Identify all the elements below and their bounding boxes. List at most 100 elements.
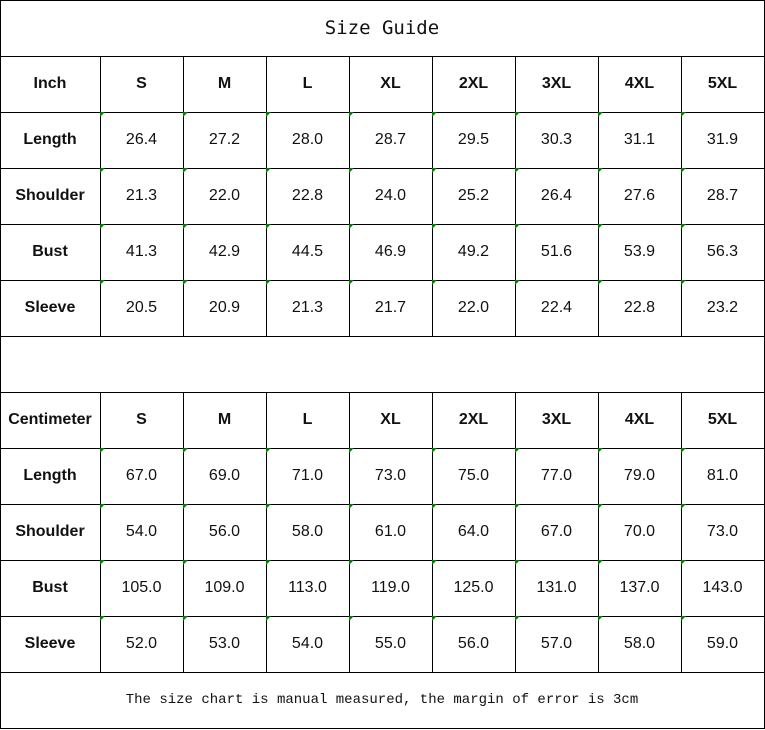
size-header: 4XL bbox=[598, 392, 682, 449]
cell-corner-marker bbox=[432, 168, 437, 173]
measurement-value-text: 75.0 bbox=[457, 467, 490, 484]
measurement-value-text: 44.5 bbox=[291, 243, 324, 260]
measurement-value: 20.9 bbox=[183, 280, 267, 337]
measurement-value: 21.3 bbox=[100, 168, 184, 225]
measurement-value-text: 28.7 bbox=[374, 131, 407, 148]
cell-corner-marker bbox=[515, 448, 520, 453]
measurement-value-text: 61.0 bbox=[374, 523, 407, 540]
measurement-value-text: 53.0 bbox=[208, 635, 241, 652]
size-header: S bbox=[100, 56, 184, 113]
size-header: L bbox=[266, 56, 350, 113]
page-title-text: Size Guide bbox=[324, 17, 440, 39]
measurement-value: 41.3 bbox=[100, 224, 184, 281]
size-header-text: 2XL bbox=[458, 411, 489, 428]
measurement-value: 131.0 bbox=[515, 560, 599, 617]
cell-corner-marker bbox=[100, 448, 105, 453]
measurement-value-text: 21.3 bbox=[125, 187, 158, 204]
unit-header-text: Inch bbox=[33, 75, 67, 92]
measurement-label-text: Shoulder bbox=[15, 523, 85, 540]
size-header-text: 5XL bbox=[707, 411, 738, 428]
size-header-text: XL bbox=[380, 75, 401, 92]
measurement-value: 143.0 bbox=[681, 560, 765, 617]
measurement-value: 22.4 bbox=[515, 280, 599, 337]
cell-corner-marker bbox=[349, 112, 354, 117]
measurement-value: 81.0 bbox=[681, 448, 765, 505]
cell-corner-marker bbox=[598, 560, 603, 565]
cell-corner-marker bbox=[266, 224, 271, 229]
cell-corner-marker bbox=[349, 448, 354, 453]
measurement-value-text: 54.0 bbox=[125, 523, 158, 540]
measurement-value: 44.5 bbox=[266, 224, 350, 281]
measurement-value-text: 137.0 bbox=[619, 579, 660, 596]
cell-corner-marker bbox=[515, 224, 520, 229]
measurement-value: 27.2 bbox=[183, 112, 267, 169]
cell-corner-marker bbox=[100, 168, 105, 173]
cell-corner-marker bbox=[183, 168, 188, 173]
measurement-value: 23.2 bbox=[681, 280, 765, 337]
cell-corner-marker bbox=[183, 112, 188, 117]
measurement-value-text: 69.0 bbox=[208, 467, 241, 484]
measurement-value-text: 81.0 bbox=[706, 467, 739, 484]
measurement-label-text: Sleeve bbox=[24, 635, 76, 652]
cell-corner-marker bbox=[598, 112, 603, 117]
measurement-value: 54.0 bbox=[100, 504, 184, 561]
measurement-value: 59.0 bbox=[681, 616, 765, 673]
measurement-value-text: 27.6 bbox=[623, 187, 656, 204]
size-header-text: S bbox=[136, 411, 147, 428]
measurement-label: Sleeve bbox=[0, 280, 101, 337]
measurement-value-text: 22.8 bbox=[623, 299, 656, 316]
measurement-value: 56.3 bbox=[681, 224, 765, 281]
measurement-value-text: 55.0 bbox=[374, 635, 407, 652]
size-header-text: XL bbox=[380, 411, 401, 428]
measurement-label-text: Length bbox=[23, 467, 77, 484]
measurement-value: 27.6 bbox=[598, 168, 682, 225]
size-header: 3XL bbox=[515, 392, 599, 449]
cell-corner-marker bbox=[515, 616, 520, 621]
measurement-value: 21.3 bbox=[266, 280, 350, 337]
measurement-value-text: 54.0 bbox=[291, 635, 324, 652]
cell-corner-marker bbox=[432, 280, 437, 285]
size-header: XL bbox=[349, 392, 433, 449]
measurement-value-text: 49.2 bbox=[457, 243, 490, 260]
measurement-value-text: 46.9 bbox=[374, 243, 407, 260]
cell-corner-marker bbox=[598, 504, 603, 509]
size-header: 4XL bbox=[598, 56, 682, 113]
measurement-value: 79.0 bbox=[598, 448, 682, 505]
cell-corner-marker bbox=[681, 616, 686, 621]
cell-corner-marker bbox=[432, 616, 437, 621]
cell-corner-marker bbox=[432, 504, 437, 509]
measurement-value: 20.5 bbox=[100, 280, 184, 337]
size-header: 3XL bbox=[515, 56, 599, 113]
measurement-value-text: 31.9 bbox=[706, 131, 739, 148]
measurement-label-text: Sleeve bbox=[24, 299, 76, 316]
measurement-value: 31.9 bbox=[681, 112, 765, 169]
measurement-value-text: 58.0 bbox=[291, 523, 324, 540]
measurement-value-text: 125.0 bbox=[453, 579, 494, 596]
measurement-value-text: 52.0 bbox=[125, 635, 158, 652]
measurement-value-text: 20.5 bbox=[125, 299, 158, 316]
measurement-value-text: 56.0 bbox=[457, 635, 490, 652]
measurement-value: 31.1 bbox=[598, 112, 682, 169]
cell-corner-marker bbox=[681, 448, 686, 453]
measurement-value-text: 26.4 bbox=[125, 131, 158, 148]
size-header: M bbox=[183, 392, 267, 449]
measurement-value-text: 28.0 bbox=[291, 131, 324, 148]
measurement-value: 26.4 bbox=[515, 168, 599, 225]
measurement-value-text: 21.7 bbox=[374, 299, 407, 316]
measurement-value-text: 25.2 bbox=[457, 187, 490, 204]
measurement-value-text: 67.0 bbox=[125, 467, 158, 484]
measurement-value-text: 119.0 bbox=[371, 579, 410, 596]
measurement-label-text: Bust bbox=[32, 579, 68, 596]
measurement-value: 137.0 bbox=[598, 560, 682, 617]
cell-corner-marker bbox=[266, 504, 271, 509]
cell-corner-marker bbox=[681, 504, 686, 509]
cell-corner-marker bbox=[266, 616, 271, 621]
cell-corner-marker bbox=[515, 168, 520, 173]
measurement-value: 56.0 bbox=[432, 616, 516, 673]
measurement-value: 73.0 bbox=[681, 504, 765, 561]
measurement-value-text: 70.0 bbox=[623, 523, 656, 540]
measurement-label-text: Bust bbox=[32, 243, 68, 260]
footnote-text: The size chart is manual measured, the m… bbox=[125, 692, 639, 708]
measurement-value-text: 26.4 bbox=[540, 187, 573, 204]
measurement-value: 46.9 bbox=[349, 224, 433, 281]
